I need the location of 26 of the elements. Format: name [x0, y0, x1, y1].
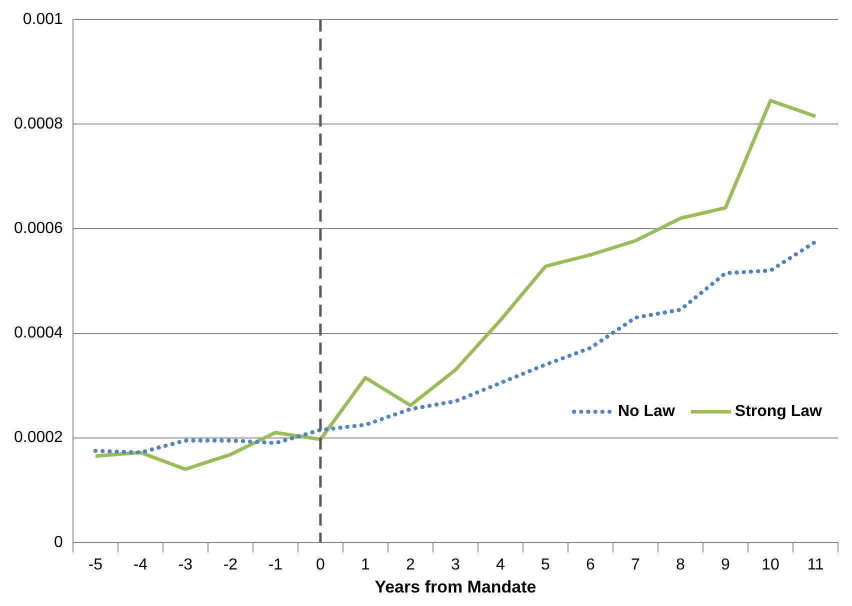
x-tick-label: -4	[133, 556, 148, 574]
x-tick-label: -3	[178, 556, 193, 574]
x-tick-label: 6	[586, 556, 596, 574]
legend-label: Strong Law	[734, 403, 823, 420]
x-tick-label: 11	[807, 556, 824, 574]
x-tick-label: 3	[451, 556, 460, 574]
x-tick-label: 5	[541, 556, 550, 574]
x-tick-label: 1	[361, 556, 370, 574]
y-tick-label: 0.0008	[14, 116, 64, 133]
x-axis-title: Years from Mandate	[374, 577, 536, 596]
y-tick-label: 0.001	[22, 11, 64, 28]
x-tick-label: 0	[316, 556, 326, 574]
x-tick-label: 9	[721, 556, 730, 574]
x-tick-label: 8	[676, 556, 686, 574]
x-tick-label: 10	[762, 556, 780, 574]
x-tick-label: 4	[496, 556, 506, 574]
y-tick-label: 0.0002	[14, 429, 64, 446]
y-tick-label: 0.0004	[14, 324, 64, 342]
y-tick-label: 0	[54, 534, 64, 551]
x-tick-label: -2	[223, 556, 238, 574]
x-tick-label: 2	[406, 556, 416, 574]
legend-label: No Law	[618, 403, 676, 420]
x-tick-label: -5	[88, 556, 103, 574]
y-tick-label: 0.0006	[14, 220, 64, 238]
x-tick-label: 7	[631, 556, 640, 574]
x-tick-label: -1	[268, 556, 283, 574]
